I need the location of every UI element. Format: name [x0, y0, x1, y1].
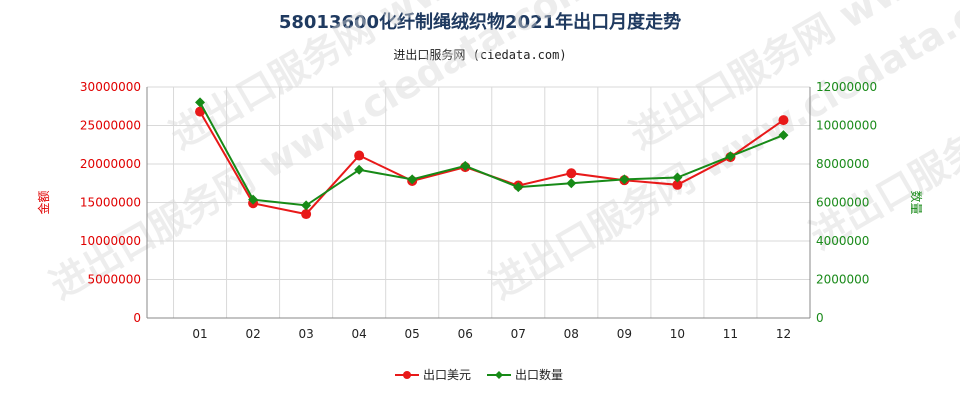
chart-subtitle: 进出口服务网 (ciedata.com): [393, 48, 567, 62]
y-tick-label-left: 15000000: [80, 196, 141, 210]
data-point-usd: [301, 209, 312, 220]
y-tick-label-right: 10000000: [816, 119, 877, 133]
x-tick-label: 11: [723, 327, 738, 341]
x-tick-label: 06: [458, 327, 473, 341]
data-point-qty: [672, 172, 683, 183]
data-point-qty: [725, 151, 736, 162]
chart-title: 58013600化纤制绳绒织物2021年出口月度走势: [278, 12, 682, 33]
legend-label: 出口数量: [515, 367, 563, 382]
y-axis-title-right: 数量: [909, 190, 924, 214]
data-point-qty: [619, 174, 630, 185]
y-tick-label-right: 2000000: [816, 273, 869, 287]
data-point-qty: [513, 182, 524, 193]
data-point-usd: [566, 168, 577, 179]
x-tick-label: 02: [245, 327, 260, 341]
data-point-qty: [248, 194, 259, 205]
y-tick-label-right: 6000000: [816, 196, 869, 210]
data-point-qty: [195, 97, 206, 108]
y-axis-title-left: 金额: [36, 190, 51, 214]
series-layer: [195, 97, 789, 220]
legend-marker-circle: [403, 371, 411, 379]
tick-labels: 0500000010000000150000002000000025000000…: [36, 80, 924, 341]
x-tick-label: 09: [617, 327, 632, 341]
data-point-qty: [407, 174, 418, 185]
x-tick-label: 08: [564, 327, 579, 341]
y-tick-label-left: 20000000: [80, 157, 141, 171]
x-tick-label: 10: [670, 327, 685, 341]
data-point-qty: [460, 160, 471, 171]
grid-lines: [147, 86, 811, 319]
x-tick-label: 04: [352, 327, 367, 341]
data-point-usd: [672, 179, 683, 190]
watermark-text: 进出口服务网 www.ciedata.com: [483, 0, 960, 308]
data-point-usd: [778, 115, 789, 126]
x-tick-label: 07: [511, 327, 526, 341]
data-point-qty: [301, 200, 312, 211]
axes: [146, 87, 811, 319]
y-tick-label-right: 12000000: [816, 80, 877, 94]
data-point-usd: [195, 106, 206, 117]
data-point-qty: [566, 178, 577, 189]
y-tick-label-right: 0: [816, 311, 824, 325]
x-tick-label: 01: [192, 327, 207, 341]
legend-label: 出口美元: [423, 368, 471, 382]
y-tick-label-left: 25000000: [80, 119, 141, 133]
legend-marker-diamond: [495, 371, 503, 379]
y-tick-label-left: 30000000: [80, 80, 141, 94]
y-tick-label-left: 0: [133, 311, 141, 325]
data-point-qty: [354, 164, 365, 175]
x-tick-label: 05: [405, 327, 420, 341]
x-tick-label: 03: [298, 327, 313, 341]
y-tick-label-left: 5000000: [88, 273, 141, 287]
y-tick-label-right: 8000000: [816, 157, 869, 171]
y-tick-label-left: 10000000: [80, 234, 141, 248]
series-line-2: [199, 101, 784, 207]
data-point-usd: [354, 150, 365, 161]
data-point-qty: [778, 130, 789, 141]
y-tick-label-right: 4000000: [816, 234, 869, 248]
legend[interactable]: 出口美元 出口数量: [395, 367, 563, 382]
x-tick-label: 12: [776, 327, 791, 341]
